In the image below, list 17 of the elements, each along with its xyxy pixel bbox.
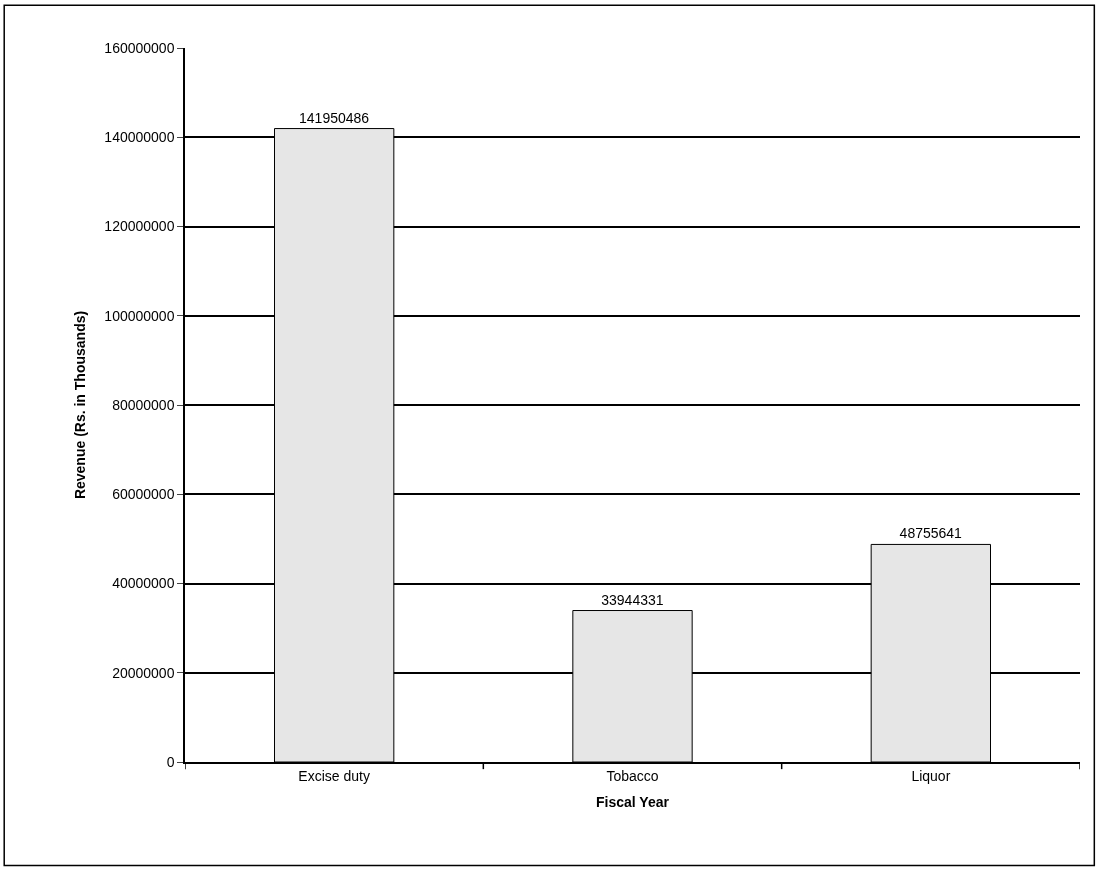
data-label: 48755641	[899, 525, 963, 542]
x-tick-label: Excise duty	[298, 767, 370, 784]
y-tick-label: 0	[166, 753, 175, 770]
data-label: 33944331	[601, 591, 664, 608]
y-tick-label: 100000000	[104, 307, 175, 324]
y-tick-label: 160000000	[104, 39, 175, 56]
x-axis-title: Fiscal Year	[596, 794, 670, 811]
x-tick-label: Tobacco	[606, 767, 659, 784]
y-tick-label: 40000000	[112, 575, 175, 592]
x-tick-label: Liquor	[911, 767, 951, 784]
y-tick-label: 120000000	[104, 218, 175, 235]
y-tick-label: 20000000	[112, 664, 175, 681]
y-tick-label: 140000000	[104, 129, 175, 146]
y-tick-label: 60000000	[112, 486, 175, 503]
data-label: 141950486	[299, 109, 370, 126]
y-axis-title: Revenue (Rs. in Thousands)	[72, 310, 89, 500]
y-tick-label: 80000000	[112, 396, 175, 413]
